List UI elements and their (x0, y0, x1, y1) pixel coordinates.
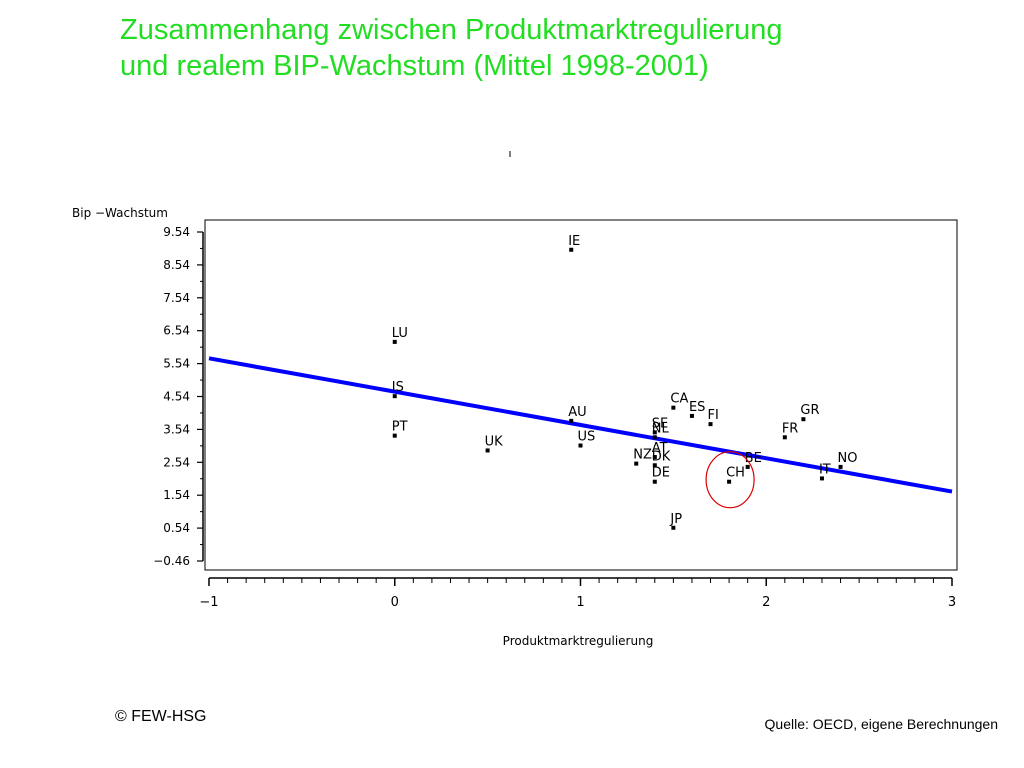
y-tick-label: 4.54 (163, 390, 190, 404)
data-point-be (745, 464, 750, 469)
data-point-it (819, 476, 824, 481)
y-tick-label: −0.46 (153, 554, 190, 568)
point-label-au: AU (568, 405, 586, 420)
data-point-no (838, 464, 843, 469)
point-label-fr: FR (782, 421, 799, 436)
point-label-nl: NL (652, 421, 670, 436)
point-label-pt: PT (392, 420, 408, 435)
data-point-gr (801, 417, 806, 422)
point-label-it: IT (819, 462, 831, 477)
point-label-uk: UK (485, 434, 504, 449)
point-label-se: SE (652, 416, 668, 431)
y-tick-label: 2.54 (163, 455, 190, 469)
data-point-fr (782, 435, 787, 440)
source-note: Quelle: OECD, eigene Berechnungen (764, 716, 998, 732)
point-label-de: DE (652, 466, 670, 481)
data-point-es (689, 413, 694, 418)
y-axis-label: Bip −Wachstum (72, 206, 168, 220)
data-point-jp (671, 525, 676, 530)
point-label-nz: NZ (633, 448, 652, 463)
data-point-ca (671, 405, 676, 410)
y-tick-label: 1.54 (163, 488, 190, 502)
point-label-jp: JP (669, 512, 682, 527)
point-label-us: US (578, 430, 596, 445)
point-label-is: IS (392, 380, 404, 395)
point-label-at: AT (652, 441, 668, 456)
x-tick-label: 0 (391, 595, 399, 610)
x-tick-label: 3 (948, 595, 956, 610)
data-point-nz (634, 461, 639, 466)
y-tick-label: 3.54 (163, 422, 190, 436)
y-tick-label: 6.54 (163, 324, 190, 338)
point-label-no: NO (838, 451, 858, 466)
x-tick-label: 1 (576, 595, 584, 610)
point-label-ch: CH (726, 466, 745, 481)
data-point-lu (392, 339, 397, 344)
data-point-dk (652, 463, 657, 468)
data-point-nl (652, 435, 657, 440)
x-tick-label: −1 (199, 595, 218, 610)
y-tick-label: 0.54 (163, 521, 190, 535)
data-point-at (652, 455, 657, 460)
y-tick-label: 7.54 (163, 291, 190, 305)
regression-line (208, 356, 953, 494)
x-axis-label: Produktmarktregulierung (503, 634, 654, 648)
data-point-ch (727, 479, 732, 484)
point-label-ca: CA (670, 392, 688, 407)
data-point-is (392, 394, 397, 399)
y-tick-label: 5.54 (163, 357, 190, 371)
highlight-circle (705, 451, 755, 509)
x-tick-label: 2 (762, 595, 770, 610)
point-label-ie: IE (568, 234, 580, 249)
title-line-1: Zusammenhang zwischen Produktmarktreguli… (120, 14, 783, 46)
title-line-2: und realem BIP-Wachstum (Mittel 1998-200… (120, 50, 709, 82)
point-label-fi: FI (708, 408, 719, 423)
data-point-ie (569, 247, 574, 252)
plot-frame (204, 219, 958, 571)
y-tick-label: 8.54 (163, 258, 190, 272)
point-label-gr: GR (800, 403, 819, 418)
point-label-be: BE (745, 451, 762, 466)
point-label-lu: LU (392, 326, 408, 341)
page-title: Zusammenhang zwischen Produktmarktreguli… (120, 12, 1000, 84)
plot-group: 9.54 8.54 7.54 6.54 5.54 4.54 3.54 2.54 1.54 0.54… (72, 151, 958, 648)
point-label-dk: DK (652, 449, 671, 464)
copyright-note: © FEW-HSG (115, 708, 207, 725)
data-point-de (652, 479, 657, 484)
data-point-fi (708, 422, 713, 427)
data-point-us (578, 443, 583, 448)
data-point-au (569, 418, 574, 423)
data-point-se (652, 430, 657, 435)
point-label-es: ES (689, 400, 705, 415)
data-point-uk (485, 448, 490, 453)
y-tick-label: 9.54 (163, 225, 190, 239)
data-point-pt (392, 433, 397, 438)
